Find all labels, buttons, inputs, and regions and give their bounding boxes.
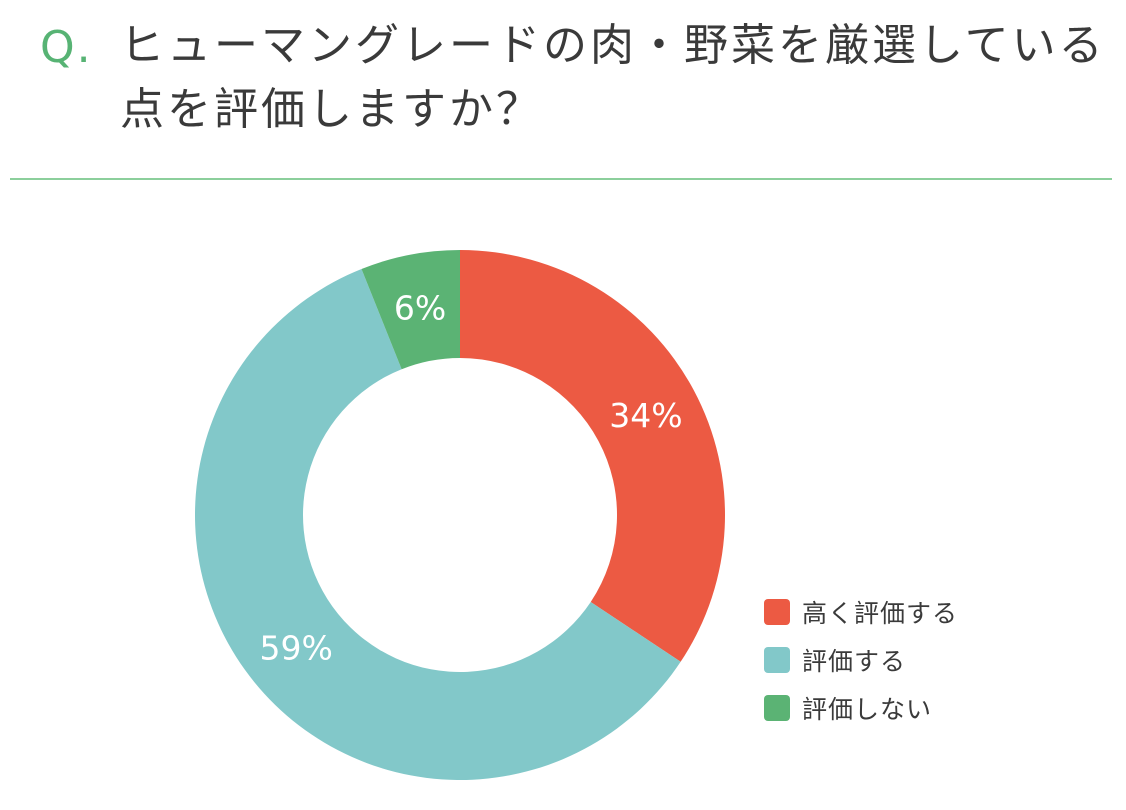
slice-low — [361, 250, 460, 370]
question-mark: Q. — [40, 22, 93, 73]
slice-label-low: 6% — [394, 288, 446, 327]
legend: 高く評価する 評価する 評価しない — [764, 588, 958, 732]
slice-mid — [194, 268, 681, 780]
slice-label-mid: 59% — [260, 629, 333, 668]
question-text: ヒューマングレードの肉・野菜を厳選している点を評価しますか？ — [120, 20, 1106, 135]
slice-label-high: 34% — [609, 396, 682, 435]
divider — [10, 178, 1112, 180]
slice-high — [460, 250, 725, 662]
legend-item-high: 高く評価する — [764, 588, 958, 636]
legend-swatch-low — [764, 695, 790, 721]
legend-item-mid: 評価する — [764, 636, 958, 684]
legend-swatch-high — [764, 599, 790, 625]
legend-label-mid: 評価する — [802, 647, 907, 676]
legend-label-high: 高く評価する — [802, 599, 959, 628]
legend-swatch-mid — [764, 647, 790, 673]
legend-label-low: 評価しない — [802, 695, 933, 724]
legend-item-low: 評価しない — [764, 684, 958, 732]
